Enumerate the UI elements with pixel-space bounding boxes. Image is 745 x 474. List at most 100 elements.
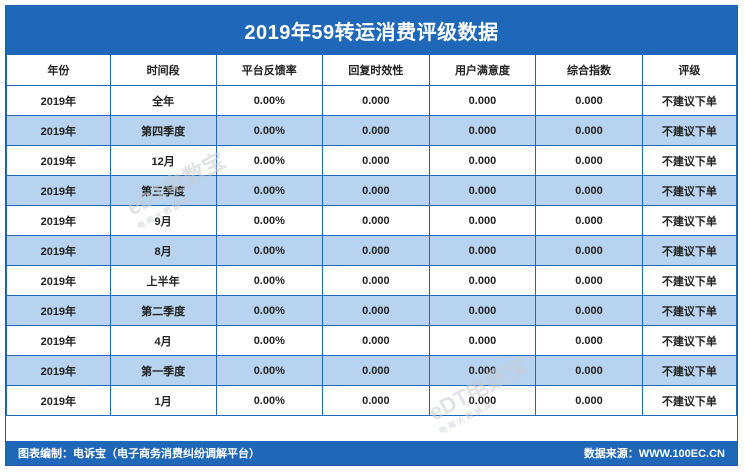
cell-year: 2019年: [6, 205, 111, 236]
cell-composite-index: 0.000: [535, 205, 643, 236]
table-row: 2019年 4月 0.00% 0.000 0.000 0.000 不建议下单: [6, 325, 737, 356]
cell-reply-timeliness: 0.000: [322, 295, 430, 326]
cell-composite-index: 0.000: [535, 355, 643, 386]
cell-composite-index: 0.000: [535, 235, 643, 266]
cell-rating: 不建议下单: [641, 205, 737, 236]
rating-table-card: 2019年59转运消费评级数据 年份 时间段 平台反馈率 回复时效性 用户满意度…: [5, 5, 738, 466]
cell-reply-timeliness: 0.000: [322, 355, 430, 386]
cell-rating: 不建议下单: [641, 355, 737, 386]
cell-rating: 不建议下单: [641, 115, 737, 146]
rating-table: 年份 时间段 平台反馈率 回复时效性 用户满意度 综合指数 评级 2019年 全…: [6, 54, 737, 416]
cell-rating: 不建议下单: [641, 145, 737, 176]
cell-rating: 不建议下单: [641, 265, 737, 296]
header-period: 时间段: [109, 54, 217, 86]
table-row: 2019年 第四季度 0.00% 0.000 0.000 0.000 不建议下单: [6, 115, 737, 146]
cell-period: 全年: [109, 85, 217, 116]
cell-reply-timeliness: 0.000: [322, 325, 430, 356]
cell-feedback-rate: 0.00%: [215, 205, 324, 236]
cell-user-satisfaction: 0.000: [428, 295, 537, 326]
cell-reply-timeliness: 0.000: [322, 175, 430, 206]
cell-feedback-rate: 0.00%: [215, 145, 324, 176]
cell-user-satisfaction: 0.000: [428, 355, 537, 386]
cell-reply-timeliness: 0.000: [322, 145, 430, 176]
cell-reply-timeliness: 0.000: [322, 265, 430, 296]
cell-user-satisfaction: 0.000: [428, 145, 537, 176]
cell-period: 第二季度: [109, 295, 217, 326]
cell-reply-timeliness: 0.000: [322, 385, 430, 416]
cell-period: 9月: [109, 205, 217, 236]
cell-user-satisfaction: 0.000: [428, 115, 537, 146]
cell-period: 1月: [109, 385, 217, 416]
table-row: 2019年 全年 0.00% 0.000 0.000 0.000 不建议下单: [6, 85, 737, 116]
cell-reply-timeliness: 0.000: [322, 115, 430, 146]
cell-year: 2019年: [6, 85, 111, 116]
cell-feedback-rate: 0.00%: [215, 325, 324, 356]
header-feedback-rate: 平台反馈率: [215, 54, 324, 86]
table-title: 2019年59转运消费评级数据: [6, 6, 737, 54]
cell-rating: 不建议下单: [641, 325, 737, 356]
table-row: 2019年 9月 0.00% 0.000 0.000 0.000 不建议下单: [6, 205, 737, 236]
footer-bar: 图表编制：电诉宝（电子商务消费纠纷调解平台） 数据来源：WWW.100EC.CN: [6, 441, 737, 465]
cell-period: 第一季度: [109, 355, 217, 386]
cell-year: 2019年: [6, 175, 111, 206]
table-row: 2019年 12月 0.00% 0.000 0.000 0.000 不建议下单: [6, 145, 737, 176]
cell-feedback-rate: 0.00%: [215, 85, 324, 116]
cell-feedback-rate: 0.00%: [215, 235, 324, 266]
cell-user-satisfaction: 0.000: [428, 325, 537, 356]
cell-period: 上半年: [109, 265, 217, 296]
cell-year: 2019年: [6, 325, 111, 356]
header-user-satisfaction: 用户满意度: [428, 54, 537, 86]
cell-user-satisfaction: 0.000: [428, 385, 537, 416]
cell-composite-index: 0.000: [535, 325, 643, 356]
cell-feedback-rate: 0.00%: [215, 115, 324, 146]
cell-rating: 不建议下单: [641, 295, 737, 326]
cell-year: 2019年: [6, 355, 111, 386]
cell-feedback-rate: 0.00%: [215, 385, 324, 416]
cell-year: 2019年: [6, 385, 111, 416]
header-composite-index: 综合指数: [535, 54, 643, 86]
cell-rating: 不建议下单: [641, 85, 737, 116]
cell-feedback-rate: 0.00%: [215, 355, 324, 386]
table-row: 2019年 1月 0.00% 0.000 0.000 0.000 不建议下单: [6, 385, 737, 416]
header-year: 年份: [6, 54, 111, 86]
cell-reply-timeliness: 0.000: [322, 235, 430, 266]
cell-period: 4月: [109, 325, 217, 356]
cell-composite-index: 0.000: [535, 85, 643, 116]
cell-composite-index: 0.000: [535, 385, 643, 416]
footer-source: 数据来源：WWW.100EC.CN: [583, 448, 725, 460]
cell-user-satisfaction: 0.000: [428, 85, 537, 116]
cell-rating: 不建议下单: [641, 175, 737, 206]
cell-year: 2019年: [6, 115, 111, 146]
table-row: 2019年 上半年 0.00% 0.000 0.000 0.000 不建议下单: [6, 265, 737, 296]
cell-reply-timeliness: 0.000: [322, 205, 430, 236]
cell-year: 2019年: [6, 295, 111, 326]
cell-year: 2019年: [6, 265, 111, 296]
table-header-row: 年份 时间段 平台反馈率 回复时效性 用户满意度 综合指数 评级: [6, 54, 737, 86]
footer-credit: 图表编制：电诉宝（电子商务消费纠纷调解平台）: [18, 448, 260, 460]
cell-composite-index: 0.000: [535, 175, 643, 206]
cell-composite-index: 0.000: [535, 145, 643, 176]
table-row: 2019年 第三季度 0.00% 0.000 0.000 0.000 不建议下单: [6, 175, 737, 206]
header-reply-timeliness: 回复时效性: [322, 54, 430, 86]
cell-period: 第四季度: [109, 115, 217, 146]
header-rating: 评级: [641, 54, 737, 86]
cell-user-satisfaction: 0.000: [428, 175, 537, 206]
cell-user-satisfaction: 0.000: [428, 205, 537, 236]
table-row: 2019年 8月 0.00% 0.000 0.000 0.000 不建议下单: [6, 235, 737, 266]
cell-rating: 不建议下单: [641, 385, 737, 416]
cell-feedback-rate: 0.00%: [215, 175, 324, 206]
cell-composite-index: 0.000: [535, 115, 643, 146]
cell-feedback-rate: 0.00%: [215, 265, 324, 296]
cell-year: 2019年: [6, 145, 111, 176]
table-row: 2019年 第二季度 0.00% 0.000 0.000 0.000 不建议下单: [6, 295, 737, 326]
cell-composite-index: 0.000: [535, 295, 643, 326]
cell-feedback-rate: 0.00%: [215, 295, 324, 326]
cell-period: 第三季度: [109, 175, 217, 206]
cell-user-satisfaction: 0.000: [428, 235, 537, 266]
cell-user-satisfaction: 0.000: [428, 265, 537, 296]
cell-period: 12月: [109, 145, 217, 176]
cell-rating: 不建议下单: [641, 235, 737, 266]
cell-reply-timeliness: 0.000: [322, 85, 430, 116]
cell-composite-index: 0.000: [535, 265, 643, 296]
cell-period: 8月: [109, 235, 217, 266]
